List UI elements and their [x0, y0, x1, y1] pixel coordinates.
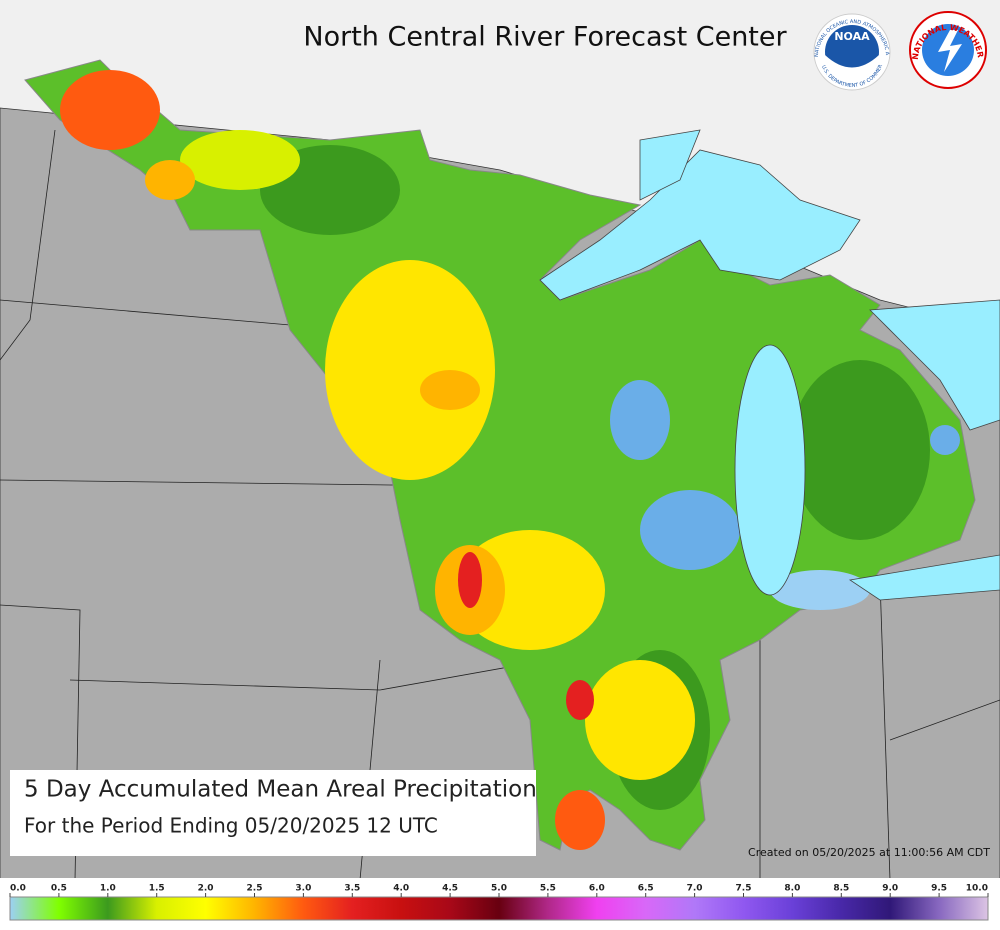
title: North Central River Forecast Center [303, 22, 787, 53]
scale-tick-label: 3.5 [344, 884, 360, 894]
scale-tick-label: 2.5 [247, 884, 263, 894]
scale-tick-label: 1.0 [100, 884, 116, 894]
scale-tick-label: 8.0 [784, 884, 800, 894]
caption-subtitle: For the Period Ending 05/20/2025 12 UTC [24, 814, 438, 838]
scale-tick-label: 3.0 [295, 884, 311, 894]
scale-tick-label: 4.0 [393, 884, 409, 894]
scale-tick-label: 5.0 [491, 884, 507, 894]
caption-box [10, 770, 536, 856]
precip-areas [60, 70, 960, 850]
created-note: Created on 05/20/2025 at 11:00:56 AM CDT [748, 846, 990, 859]
scale-tick-label: 0.0 [10, 884, 26, 894]
scale-tick-label: 0.5 [51, 884, 67, 894]
color-scale [9, 896, 989, 921]
scale-tick-label: 4.5 [442, 884, 458, 894]
scale-tick-label: 10.0 [966, 884, 988, 894]
caption-title: 5 Day Accumulated Mean Areal Precipitati… [24, 777, 537, 803]
scale-tick-label: 7.5 [736, 884, 752, 894]
scale-tick-label: 1.5 [149, 884, 165, 894]
scale-tick-label: 9.5 [931, 884, 947, 894]
scale-tick-label: 6.5 [638, 884, 654, 894]
scale-tick-label: 9.0 [882, 884, 898, 894]
scale-tick-label: 2.0 [198, 884, 214, 894]
scale-tick-label: 5.5 [540, 884, 556, 894]
scale-tick-label: 6.0 [589, 884, 605, 894]
scale-ticks: 0.0 0.5 1.0 1.5 2.0 2.5 3.0 3.5 4.0 4.5 5.0 5.5 6.0 6… [9, 884, 989, 897]
scale-tick-label: 8.5 [833, 884, 849, 894]
scale-tick-label: 7.0 [687, 884, 703, 894]
lakes [539, 129, 1000, 601]
noaa-name: NOAA [834, 30, 870, 43]
